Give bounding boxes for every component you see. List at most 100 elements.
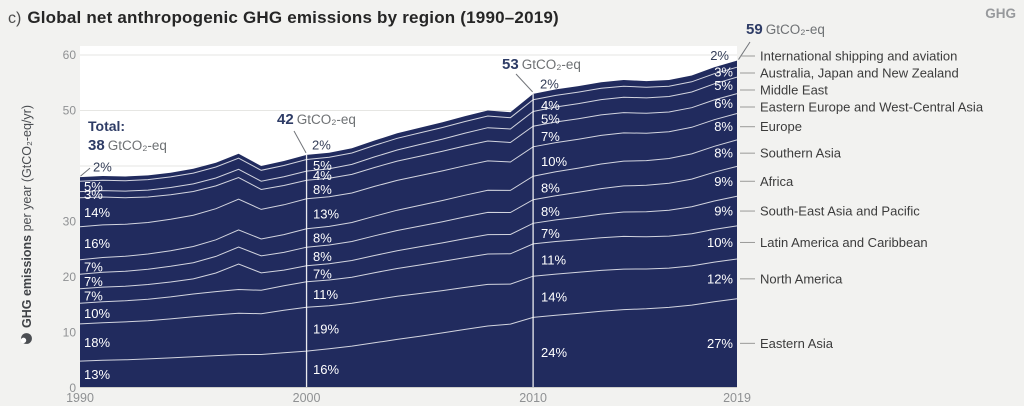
percent-label: 13%	[313, 206, 339, 221]
percent-label: 3%	[84, 187, 103, 202]
percent-label: 8%	[541, 204, 560, 219]
x-tick-label: 2019	[723, 391, 751, 405]
percent-label: 8%	[714, 146, 733, 161]
total-value-2010: 53	[502, 56, 519, 73]
total-unit-2010: GtCO₂-eq	[521, 57, 581, 72]
percent-label: 7%	[84, 274, 103, 289]
region-boundary-line	[79, 195, 738, 290]
percent-label: 10%	[707, 235, 733, 250]
region-boundary-line	[79, 139, 738, 261]
legend-label: Middle East	[760, 83, 828, 98]
percent-label: 7%	[84, 288, 103, 303]
legend-label: Eastern Asia	[760, 336, 834, 351]
total-unit-1990: GtCO₂-eq	[107, 137, 167, 153]
total-value-2000: 42	[277, 111, 294, 128]
region-boundary-line	[79, 93, 738, 199]
x-tick-label: 1990	[66, 391, 94, 405]
page-title: Global net anthropogenic GHG emissions b…	[27, 8, 559, 27]
percent-label: 16%	[313, 362, 339, 377]
percent-label: 3%	[714, 65, 733, 80]
region-boundary-line	[79, 113, 738, 228]
percent-label: 5%	[714, 78, 733, 93]
total-value-1990: 38	[88, 136, 105, 154]
percent-label: 7%	[84, 260, 103, 275]
percent-label-dark: 2%	[93, 160, 112, 175]
chart-title: c) Global net anthropogenic GHG emissions…	[8, 8, 559, 28]
percent-label: 9%	[714, 174, 733, 189]
region-boundary-line	[79, 258, 738, 325]
percent-label: 7%	[541, 226, 560, 241]
legend-label: North America	[760, 271, 843, 286]
panel-letter: c)	[8, 10, 22, 27]
y-tick-label: 60	[63, 48, 77, 62]
region-boundary-line	[79, 76, 738, 193]
percent-label: 12%	[707, 271, 733, 286]
ghg-globe-icon	[20, 333, 32, 344]
percent-label: 4%	[541, 98, 560, 113]
annotation-leader-line	[738, 41, 751, 60]
legend-label: Southern Asia	[760, 146, 842, 161]
percent-label: 8%	[313, 230, 332, 245]
legend-label: Africa	[760, 174, 794, 189]
region-boundary-line	[79, 225, 738, 304]
percent-label: 6%	[714, 96, 733, 111]
x-tick-label: 2010	[519, 391, 547, 405]
y-axis-label-rest: per year (GtCO₂-eq/yr)	[20, 105, 34, 235]
percent-label: 4%	[313, 168, 332, 183]
region-boundary-line	[79, 165, 738, 275]
annotation-leader-line	[293, 130, 307, 154]
y-tick-label: 20	[63, 270, 77, 284]
percent-label: 5%	[541, 111, 560, 126]
percent-label: 5%	[84, 179, 103, 194]
corner-category-label: GHG	[985, 6, 1016, 21]
legend-label: Eastern Europe and West-Central Asia	[760, 100, 984, 115]
percent-label: 24%	[541, 345, 567, 360]
percent-label: 14%	[541, 289, 567, 304]
percent-label-dark: 2%	[710, 48, 729, 63]
y-tick-label: 30	[63, 215, 77, 229]
total-unit-2000: GtCO₂-eq	[296, 112, 356, 127]
legend-label: International shipping and aviation	[760, 49, 957, 64]
annotation-leader-line	[515, 73, 533, 93]
y-tick-label: 0	[69, 381, 76, 395]
percent-label: 8%	[313, 182, 332, 197]
percent-label: 8%	[541, 180, 560, 195]
percent-label: 8%	[714, 119, 733, 134]
y-axis-label-bold: GHG emissions	[20, 234, 34, 328]
percent-label: 10%	[541, 154, 567, 169]
percent-label: 11%	[541, 253, 566, 268]
percent-label: 14%	[84, 205, 110, 220]
percent-label-dark: 2%	[540, 76, 559, 91]
percent-label: 13%	[84, 367, 110, 382]
y-tick-label: 10	[63, 326, 77, 340]
total-annotation-2000: 42 GtCO₂-eq	[277, 110, 356, 130]
percent-label: 8%	[313, 249, 332, 264]
legend-label: Europe	[760, 119, 802, 134]
annotation-leader-line	[80, 167, 91, 177]
legend-label: South-East Asia and Pacific	[760, 204, 920, 219]
percent-label: 18%	[84, 335, 110, 350]
total-value-2019: 59	[746, 21, 763, 38]
total-annotation-2010: 53 GtCO₂-eq	[502, 55, 581, 75]
percent-label: 10%	[84, 306, 110, 321]
region-boundary-line	[79, 298, 738, 362]
region-boundary-line	[79, 66, 738, 182]
total-annotation-1990: Total: 38 GtCO₂-eq	[88, 118, 167, 156]
legend-label: Latin America and Caribbean	[760, 235, 928, 250]
percent-label-dark: 2%	[312, 137, 331, 152]
total-unit-2019: GtCO₂-eq	[765, 22, 825, 37]
percent-label: 7%	[313, 266, 332, 281]
percent-label: 11%	[313, 287, 338, 302]
percent-label: 9%	[714, 204, 733, 219]
y-tick-label: 50	[63, 104, 77, 118]
x-tick-label: 2000	[293, 391, 321, 405]
legend-label: Australia, Japan and New Zealand	[760, 66, 959, 81]
percent-label: 7%	[541, 129, 560, 144]
total-annotation-2019: 59 GtCO₂-eq	[746, 20, 825, 40]
stacked-area-shape	[80, 60, 737, 388]
percent-label: 19%	[313, 322, 339, 337]
percent-label: 16%	[84, 236, 110, 251]
percent-label: 27%	[707, 336, 733, 351]
